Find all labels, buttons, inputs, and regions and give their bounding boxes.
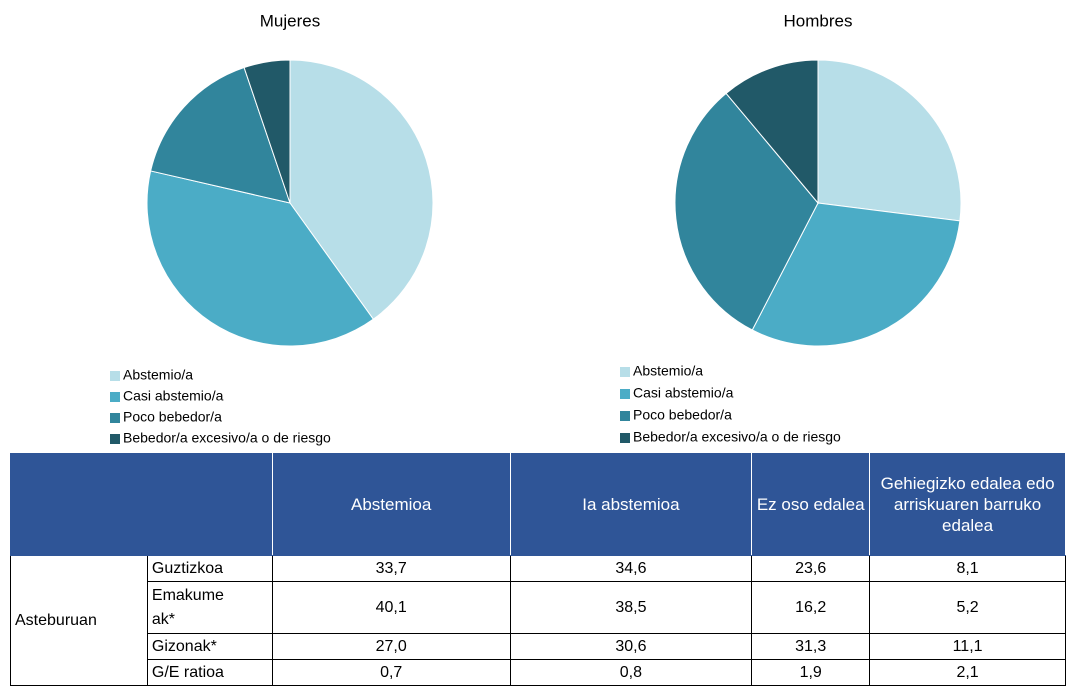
legend-swatch bbox=[620, 389, 630, 399]
table-cell: 8,1 bbox=[869, 555, 1066, 582]
pie-slice bbox=[674, 92, 819, 331]
pie-slice bbox=[817, 59, 962, 222]
table-row: Emakumeak* 40,1 38,5 16,2 5,2 bbox=[11, 581, 1066, 634]
charts: Mujeres Hombres Abstemio/a Casi abstemio/… bbox=[110, 11, 962, 446]
row-label: Emakumeak* bbox=[146, 581, 273, 634]
pie-slice bbox=[751, 202, 961, 347]
chart-title: Mujeres bbox=[260, 11, 320, 30]
pie-slice bbox=[725, 59, 819, 205]
row-label: Gizonak* bbox=[146, 633, 273, 660]
table-cell: 27,0 bbox=[271, 633, 511, 660]
header-cell: Abstemioa bbox=[271, 453, 511, 556]
table-row: Asteburuan Guztizkoa 33,7 34,6 23,6 8,1 bbox=[10, 555, 1066, 686]
table-cell: 38,5 bbox=[509, 581, 753, 634]
pie-slice bbox=[146, 170, 375, 347]
legend-swatch bbox=[110, 392, 120, 402]
legend-label: Bebedor/a excesivo/a o de riesgo bbox=[123, 430, 331, 446]
row-group: Asteburuan bbox=[10, 555, 148, 686]
row-label: G/E ratioa bbox=[146, 659, 273, 686]
data-table: Abstemioa Ia abstemioa Ez oso edalea Geh… bbox=[10, 453, 1066, 686]
table-cell: 0,7 bbox=[271, 659, 511, 686]
legend-swatch bbox=[620, 367, 630, 377]
table-row: G/E ratioa 0,7 0,8 1,9 2,1 bbox=[11, 659, 1066, 686]
legend-label: Casi abstemio/a bbox=[633, 385, 734, 401]
pie-slice bbox=[289, 59, 434, 320]
legend-label: Bebedor/a excesivo/a o de riesgo bbox=[633, 429, 841, 445]
table-cell: 31,3 bbox=[751, 633, 871, 660]
legend-swatch bbox=[110, 371, 120, 381]
legend-label: Abstemio/a bbox=[633, 363, 703, 379]
table-cell: 1,9 bbox=[751, 659, 871, 686]
legend-label: Abstemio/a bbox=[123, 367, 193, 383]
table-cell: 16,2 bbox=[751, 581, 871, 634]
table-cell: 40,1 bbox=[271, 581, 511, 634]
row-label-text: G/E ratioa bbox=[151, 663, 224, 681]
table-cell: 23,6 bbox=[751, 555, 871, 582]
chart-title: Hombres bbox=[784, 11, 853, 30]
table-cell: 30,6 bbox=[509, 633, 753, 660]
table-row: Gizonak* 27,0 30,6 31,3 11,1 bbox=[11, 633, 1066, 660]
row-label-text: Gizonak* bbox=[151, 637, 217, 655]
table-cell: 34,6 bbox=[509, 555, 753, 582]
pie-slice bbox=[243, 59, 291, 204]
header-blank bbox=[10, 453, 273, 556]
legend-swatch bbox=[110, 413, 120, 423]
legend-label: Poco bebedor/a bbox=[123, 409, 222, 425]
header-cell: Ia abstemioa bbox=[509, 453, 753, 556]
legend-label: Casi abstemio/a bbox=[123, 388, 224, 404]
header-row: Abstemioa Ia abstemioa Ez oso edalea Geh… bbox=[10, 453, 1066, 556]
table-cell: 5,2 bbox=[869, 581, 1066, 634]
table-cell: 2,1 bbox=[869, 659, 1066, 686]
table-cell: 33,7 bbox=[271, 555, 511, 582]
legend-swatch bbox=[620, 411, 630, 421]
header-cell: Gehiegizko edalea edo arriskuaren barruk… bbox=[869, 453, 1066, 556]
header-cell: Ez oso edalea bbox=[751, 453, 871, 556]
row-label-text: Emakumeak* bbox=[151, 586, 224, 628]
table-cell: 0,8 bbox=[509, 659, 753, 686]
row-label-text: Guztizkoa bbox=[151, 559, 224, 577]
legend-label: Poco bebedor/a bbox=[633, 407, 732, 423]
legend-swatch bbox=[110, 434, 120, 444]
table-cell: 11,1 bbox=[869, 633, 1066, 660]
row-label: Guztizkoa bbox=[146, 555, 273, 582]
legend-swatch bbox=[620, 433, 630, 443]
